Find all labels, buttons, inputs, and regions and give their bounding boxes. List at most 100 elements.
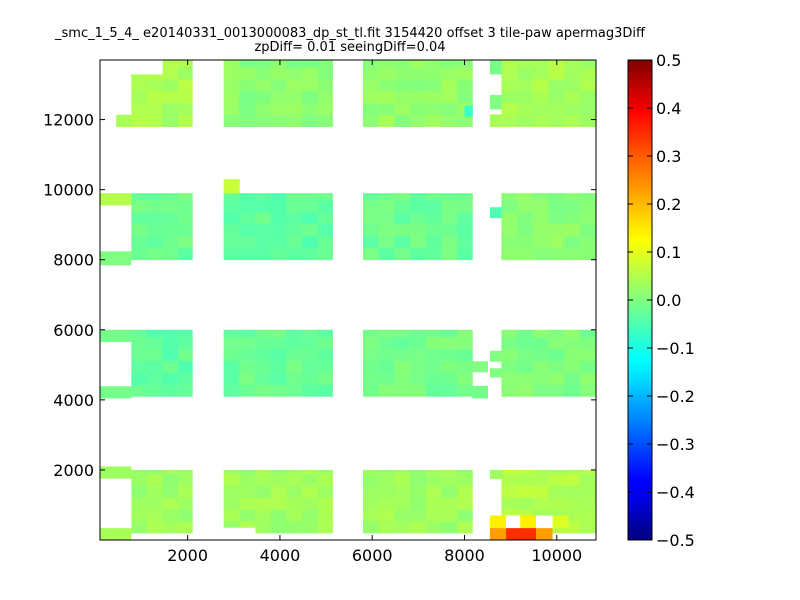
colorbar-tick-label: −0.1 bbox=[656, 339, 695, 358]
heatmap-cell bbox=[532, 200, 549, 213]
heatmap-cell bbox=[564, 360, 581, 373]
heatmap-cell bbox=[457, 90, 473, 104]
heatmap-cell bbox=[130, 329, 147, 338]
heatmap-cells bbox=[100, 60, 596, 540]
heatmap-cell bbox=[146, 372, 163, 385]
heatmap-cell bbox=[457, 469, 473, 474]
heatmap-cell bbox=[464, 105, 473, 117]
heatmap-cell bbox=[501, 485, 518, 498]
heatmap-cell bbox=[579, 212, 596, 225]
heatmap-cell bbox=[378, 384, 395, 397]
heatmap-cell bbox=[519, 515, 537, 529]
heatmap-cell bbox=[378, 78, 395, 92]
heatmap-cell bbox=[363, 473, 380, 486]
heatmap-cell bbox=[286, 102, 303, 116]
heatmap-cell bbox=[410, 200, 427, 213]
heatmap-cell bbox=[255, 90, 272, 104]
heatmap-cell bbox=[548, 329, 565, 338]
heatmap-cell bbox=[223, 212, 240, 225]
heatmap-cell bbox=[579, 473, 596, 486]
heatmap-cell bbox=[378, 497, 395, 510]
heatmap-cell bbox=[532, 372, 549, 385]
heatmap-cell bbox=[239, 247, 256, 261]
heatmap-cell bbox=[223, 372, 240, 385]
empty-cell bbox=[536, 515, 553, 529]
heatmap-cell bbox=[116, 114, 132, 127]
heatmap-cell bbox=[394, 485, 411, 498]
heatmap-cell bbox=[162, 329, 179, 338]
heatmap-cell bbox=[501, 200, 518, 213]
heatmap-cell bbox=[489, 95, 502, 110]
heatmap-cell bbox=[363, 384, 380, 397]
heatmap-cell bbox=[564, 485, 581, 498]
heatmap-cell bbox=[378, 235, 395, 249]
heatmap-cell bbox=[564, 348, 581, 362]
heatmap-cell bbox=[517, 336, 534, 350]
x-tick-label: 2000 bbox=[167, 546, 208, 565]
heatmap-cell bbox=[239, 235, 256, 249]
heatmap-cell bbox=[162, 200, 179, 213]
heatmap-cell bbox=[286, 384, 303, 397]
heatmap-cell bbox=[177, 90, 193, 104]
heatmap-cell bbox=[177, 247, 193, 261]
heatmap-cell bbox=[162, 212, 179, 225]
heatmap-cell bbox=[394, 509, 411, 522]
heatmap-cell bbox=[457, 521, 473, 534]
heatmap-cell bbox=[501, 78, 518, 92]
heatmap-cell bbox=[146, 384, 163, 397]
heatmap-cell bbox=[146, 212, 163, 225]
heatmap-cell bbox=[363, 212, 380, 225]
heatmap-cell bbox=[270, 67, 287, 80]
heatmap-cell bbox=[270, 78, 287, 92]
heatmap-cell bbox=[425, 78, 442, 92]
heatmap-cell bbox=[363, 336, 380, 350]
heatmap-cell bbox=[363, 521, 380, 534]
heatmap-cell bbox=[517, 78, 534, 92]
heatmap-cell bbox=[146, 473, 163, 486]
empty-cell bbox=[100, 478, 132, 529]
heatmap-cell bbox=[363, 329, 380, 338]
heatmap-cell bbox=[394, 521, 411, 534]
heatmap-cell bbox=[548, 90, 565, 104]
heatmap-cell bbox=[317, 235, 333, 249]
heatmap-cell bbox=[394, 60, 411, 68]
heatmap-cell bbox=[286, 235, 303, 249]
heatmap-cell bbox=[501, 469, 518, 474]
heatmap-cell bbox=[223, 223, 240, 237]
heatmap-cell bbox=[548, 212, 565, 225]
heatmap-cell bbox=[270, 235, 287, 249]
heatmap-cell bbox=[286, 193, 303, 201]
heatmap-cell bbox=[363, 114, 380, 127]
heatmap-cell bbox=[548, 384, 565, 397]
heatmap-cell bbox=[363, 193, 380, 201]
heatmap-cell bbox=[425, 360, 442, 373]
colorbar-tick-label: 0.3 bbox=[656, 147, 681, 166]
heatmap-cell bbox=[410, 497, 427, 510]
heatmap-cell bbox=[130, 212, 147, 225]
heatmap-cell bbox=[548, 348, 565, 362]
heatmap-cell bbox=[162, 90, 179, 104]
heatmap-cell bbox=[501, 90, 518, 104]
heatmap-cell bbox=[146, 469, 163, 474]
heatmap-cell bbox=[317, 485, 333, 498]
heatmap-cell bbox=[441, 60, 458, 68]
heatmap-cell bbox=[286, 60, 303, 68]
heatmap-cell bbox=[302, 67, 319, 80]
heatmap-cell bbox=[425, 102, 442, 116]
heatmap-cell bbox=[130, 521, 147, 534]
heatmap-cell bbox=[177, 114, 193, 127]
heatmap-cell bbox=[317, 60, 333, 68]
heatmap-cell bbox=[302, 372, 319, 385]
heatmap-cell bbox=[223, 473, 240, 486]
heatmap-cell bbox=[317, 384, 333, 397]
heatmap-cell bbox=[363, 469, 380, 474]
heatmap-cell bbox=[517, 67, 534, 80]
heatmap-cell bbox=[564, 67, 581, 80]
heatmap-cell bbox=[177, 372, 193, 385]
heatmap-cell bbox=[410, 485, 427, 498]
heatmap-cell bbox=[286, 200, 303, 213]
heatmap-cell bbox=[317, 521, 333, 534]
heatmap-cell bbox=[239, 372, 256, 385]
heatmap-cell bbox=[548, 193, 565, 201]
